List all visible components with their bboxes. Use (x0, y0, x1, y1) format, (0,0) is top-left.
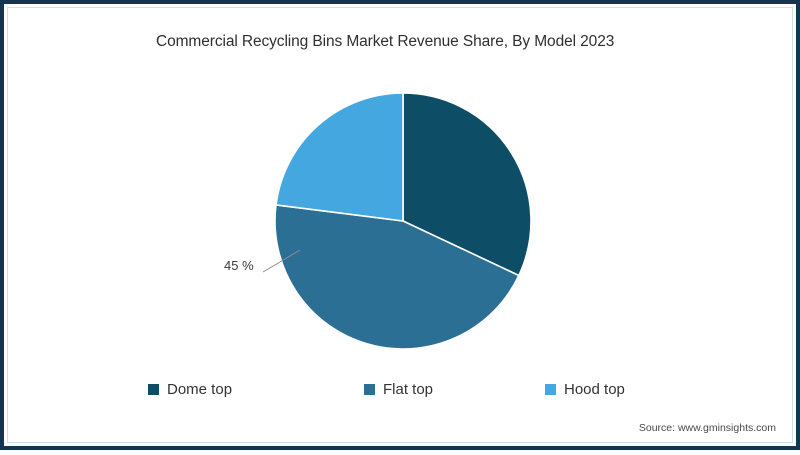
pie-slice-flat-top[interactable] (274, 204, 520, 350)
pie-label-leader-line (262, 249, 301, 273)
legend-swatch-flat-top-icon (364, 384, 375, 395)
pie-label-flat-top: 45 % (224, 258, 254, 273)
pie-slices (274, 92, 532, 350)
legend-label-hood-top: Hood top (564, 381, 625, 398)
legend-swatch-dome-top-icon (148, 384, 159, 395)
pie-slice-hood-top[interactable] (275, 92, 404, 222)
legend-label-dome-top: Dome top (167, 381, 233, 398)
legend-swatch-hood-top-icon (545, 384, 556, 395)
chart-legend: Dome top Flat top Hood top (148, 382, 668, 406)
legend-item-flat-top[interactable]: Flat top (364, 382, 433, 397)
legend-item-dome-top[interactable]: Dome top (148, 382, 232, 397)
pie-slice-dome-top[interactable] (402, 92, 532, 277)
legend-item-hood-top[interactable]: Hood top (545, 382, 625, 397)
source-attribution: Source: www.gminsights.com (638, 422, 776, 434)
legend-label-flat-top: Flat top (383, 381, 434, 398)
chart-title: Commercial Recycling Bins Market Revenue… (156, 33, 615, 50)
